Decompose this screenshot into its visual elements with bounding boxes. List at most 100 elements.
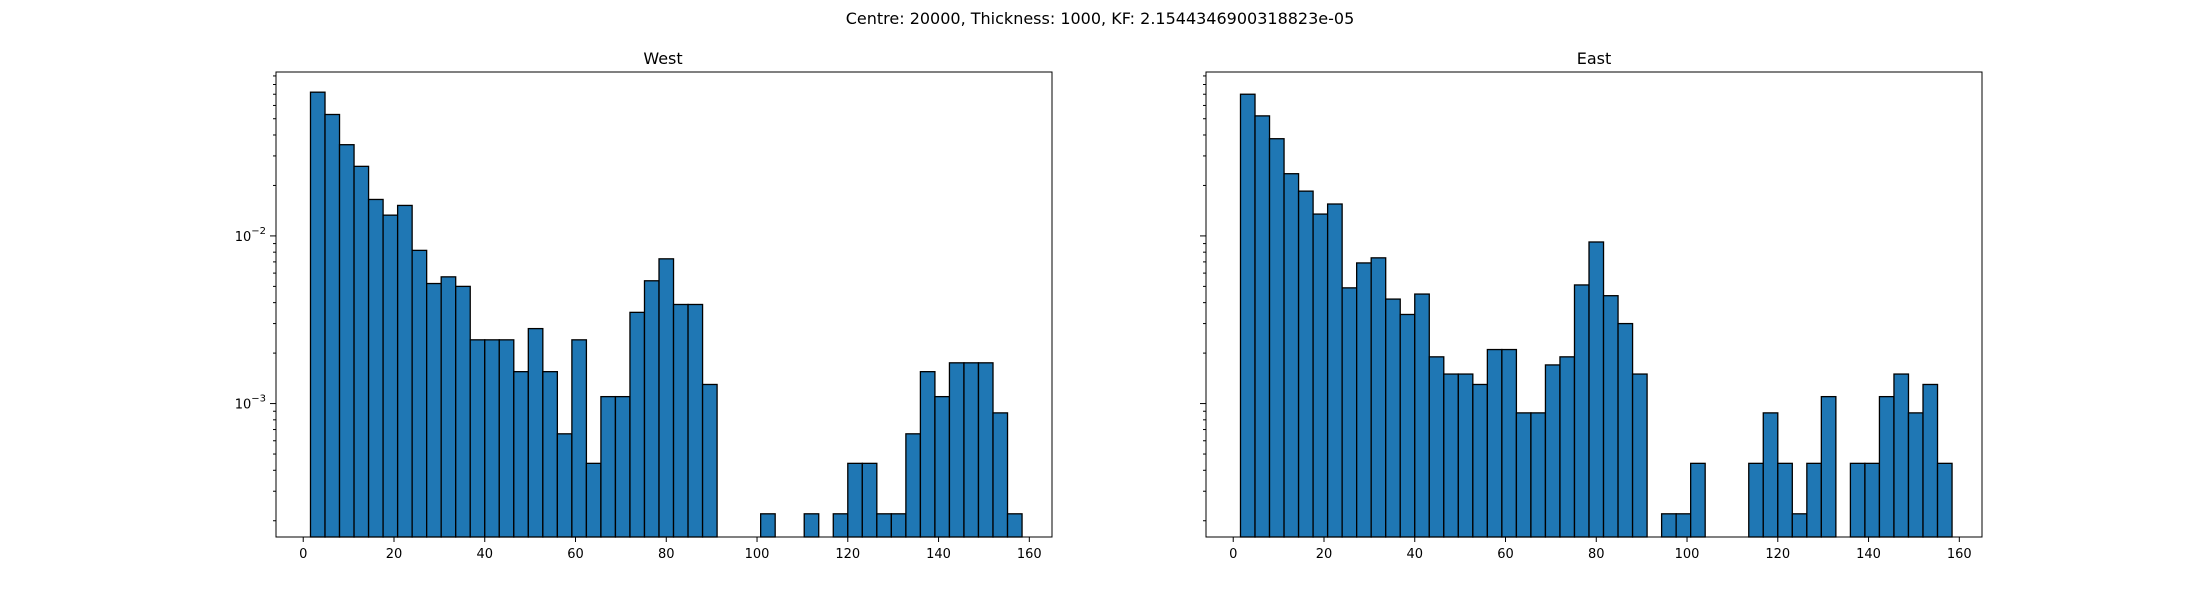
west-bar [426,282,442,538]
east-bar [1268,138,1285,538]
west-y-ticks: 10−2 10−3 [235,226,276,413]
east-bar [1602,295,1619,538]
west-bar [832,513,849,538]
east-bar [1791,513,1808,538]
east-bar [1544,364,1561,538]
west-x-tick-label: 160 [1017,547,1042,562]
east-bar [1443,373,1459,538]
east-bar [1399,313,1416,538]
east-axes-frame [1205,71,1983,538]
west-bar [905,433,922,538]
east-bar [1370,257,1387,538]
west-bar [1006,513,1023,538]
east-bar [1457,373,1474,538]
east-bar [1675,513,1692,538]
east-bar [1820,395,1837,538]
west-bar [847,462,863,538]
west-bar [861,462,878,538]
west-bar [542,371,559,538]
west-bar [571,339,588,538]
east-bar [1428,356,1445,538]
east-bar [1486,348,1503,538]
west-x-tick-label: 0 [299,547,307,562]
west-y-tick-label: 10−3 [235,394,266,413]
west-bar [919,371,936,538]
west-bar [701,383,718,538]
east-bar [1690,462,1706,538]
west-bar [309,91,326,538]
west-bar [484,339,500,538]
east-bar [1312,213,1329,538]
west-bar [963,362,980,538]
east-x-tick-label: 120 [1765,547,1790,562]
east-bar [1806,462,1822,538]
east-x-tick-label: 0 [1229,547,1237,562]
west-bar [876,513,893,538]
east-bar [1341,287,1358,538]
east-bar [1588,241,1605,538]
west-bar [629,311,646,538]
east-bar [1356,262,1372,538]
east-x-tick-label: 140 [1856,547,1881,562]
east-bar [1936,462,1953,538]
west-bar [556,433,573,538]
west-x-tick-label: 140 [926,547,951,562]
east-x-tick-label: 80 [1588,547,1605,562]
west-x-ticks: 0 20 40 60 80 100 120 140 160 [299,537,1042,562]
west-y-tick-label: 10−2 [235,226,266,245]
east-bar [1922,383,1939,538]
west-bar [353,165,370,538]
west-bar [585,462,602,538]
east-bar [1515,412,1532,538]
east-x-tick-label: 100 [1675,547,1700,562]
west-bar [687,303,704,538]
east-x-tick-label: 20 [1316,547,1333,562]
west-axes-title: West [643,49,682,68]
west-x-tick-label: 20 [386,547,403,562]
west-x-tick-label: 80 [658,547,675,562]
east-bar [1239,93,1256,538]
east-bar [1414,293,1430,538]
east-bar [1472,383,1489,538]
east-bar [1864,462,1881,538]
west-bar [396,204,413,538]
east-bar [1283,173,1300,538]
west-bar [760,513,776,538]
east-bar [1297,190,1314,538]
east-bar [1777,462,1793,538]
west-bar [934,395,951,538]
east-bar [1762,412,1779,538]
west-bar [992,412,1009,538]
west-bar [498,339,515,538]
west-x-tick-label: 120 [835,547,860,562]
east-bar [1748,462,1764,538]
east-x-tick-label: 40 [1406,547,1423,562]
west-x-tick-label: 40 [476,547,493,562]
west-bar [382,214,399,538]
west-bar [977,362,994,538]
west-bar [513,371,529,538]
east-bars [1239,93,1953,538]
west-axes-frame [275,71,1053,538]
west-bar [614,395,631,538]
west-bar [324,113,341,538]
west-bar [658,258,675,538]
east-axes: East 0 20 40 60 80 100 120 140 160 [1200,49,1983,562]
east-bar [1501,348,1518,538]
west-bar [411,249,428,538]
east-bar [1849,462,1866,538]
east-bar [1326,203,1343,538]
west-bar [600,395,617,538]
east-x-ticks: 0 20 40 60 80 100 120 140 160 [1229,537,1972,562]
east-bar [1254,115,1271,538]
west-bar [455,285,471,538]
west-bar [440,276,457,538]
east-axes-title: East [1577,49,1612,68]
west-bar [803,513,820,538]
east-x-tick-label: 60 [1497,547,1514,562]
east-bar [1617,322,1634,538]
west-bar [948,362,965,538]
west-bar [643,280,660,538]
west-bar [672,303,689,538]
